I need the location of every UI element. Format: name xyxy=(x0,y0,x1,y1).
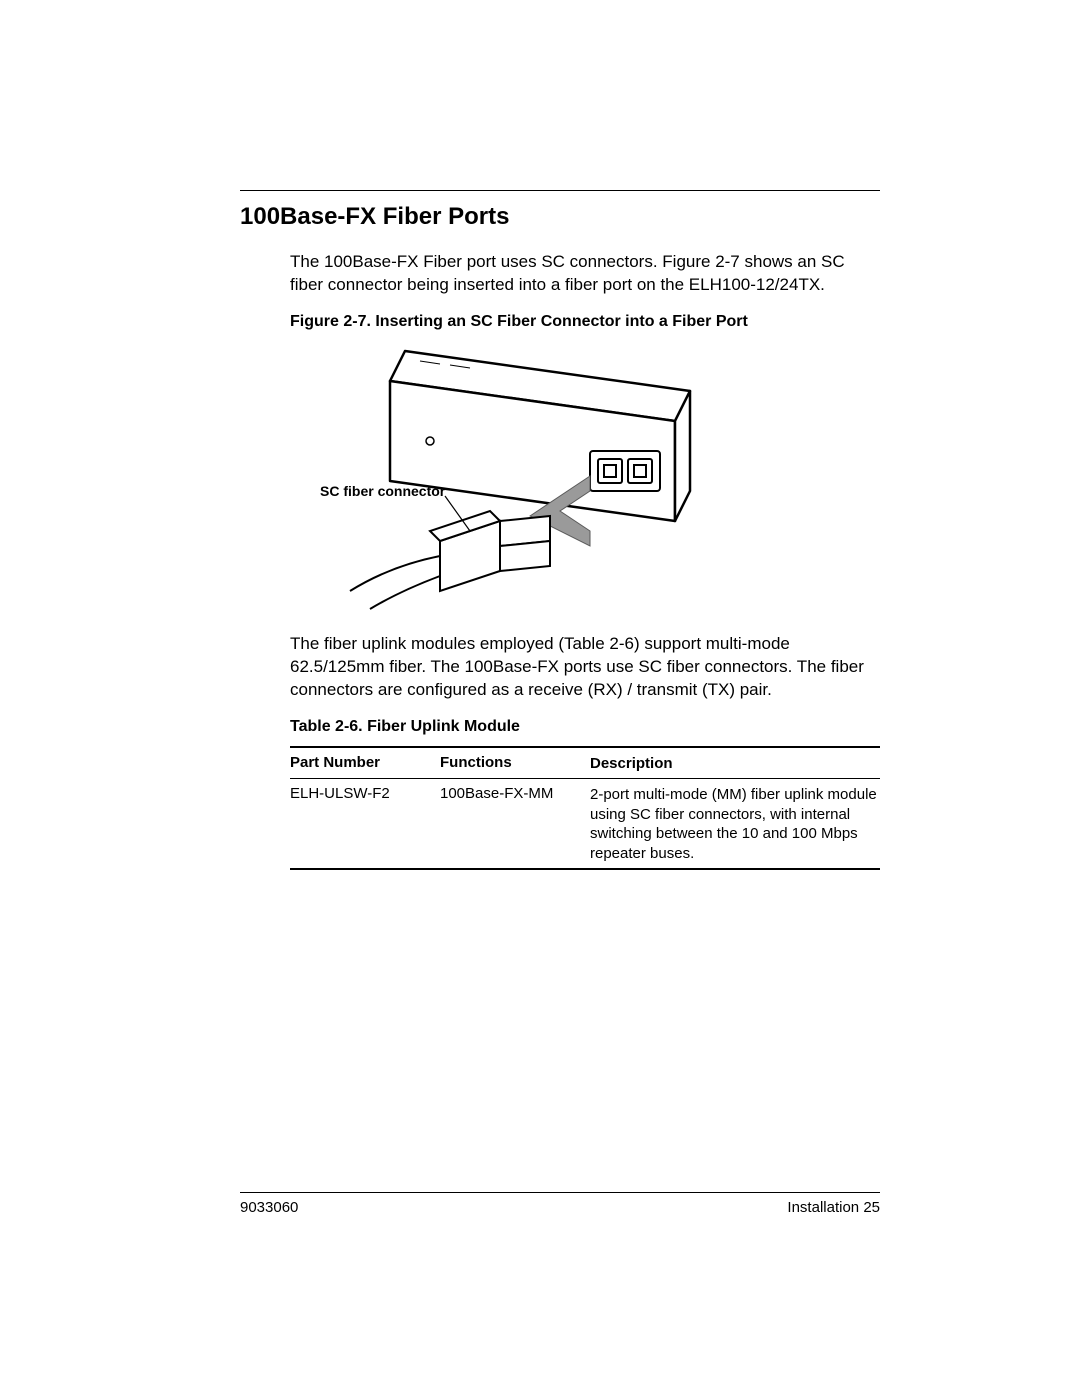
figure-inline-label: SC fiber connector xyxy=(320,483,445,499)
cell-desc: 2-port multi-mode (MM) fiber uplink modu… xyxy=(590,785,880,863)
footer-section-page: Installation 25 xyxy=(787,1199,880,1216)
paragraph-2: The fiber uplink modules employed (Table… xyxy=(290,633,880,702)
figure-2-7: SC fiber connector xyxy=(290,341,720,611)
cell-func: 100Base-FX-MM xyxy=(440,785,590,863)
table-row: ELH-ULSW-F2 100Base-FX-MM 2-port multi-m… xyxy=(290,779,880,868)
col-header-desc: Description xyxy=(590,754,880,774)
col-header-part: Part Number xyxy=(290,754,440,774)
intro-paragraph: The 100Base-FX Fiber port uses SC connec… xyxy=(290,251,880,297)
cell-part: ELH-ULSW-F2 xyxy=(290,785,440,863)
section-title: 100Base-FX Fiber Ports xyxy=(240,203,880,231)
top-rule xyxy=(240,190,880,191)
table-header-row: Part Number Functions Description xyxy=(290,748,880,779)
fiber-connector-diagram-icon xyxy=(290,341,720,611)
page-footer: 9033060 Installation 25 xyxy=(240,1192,880,1216)
footer-doc-number: 9033060 xyxy=(240,1199,298,1216)
fiber-uplink-table: Part Number Functions Description ELH-UL… xyxy=(290,746,880,871)
col-header-func: Functions xyxy=(440,754,590,774)
table-caption: Table 2-6. Fiber Uplink Module xyxy=(290,718,880,736)
figure-caption: Figure 2-7. Inserting an SC Fiber Connec… xyxy=(290,313,880,331)
page-content: 100Base-FX Fiber Ports The 100Base-FX Fi… xyxy=(240,190,880,870)
